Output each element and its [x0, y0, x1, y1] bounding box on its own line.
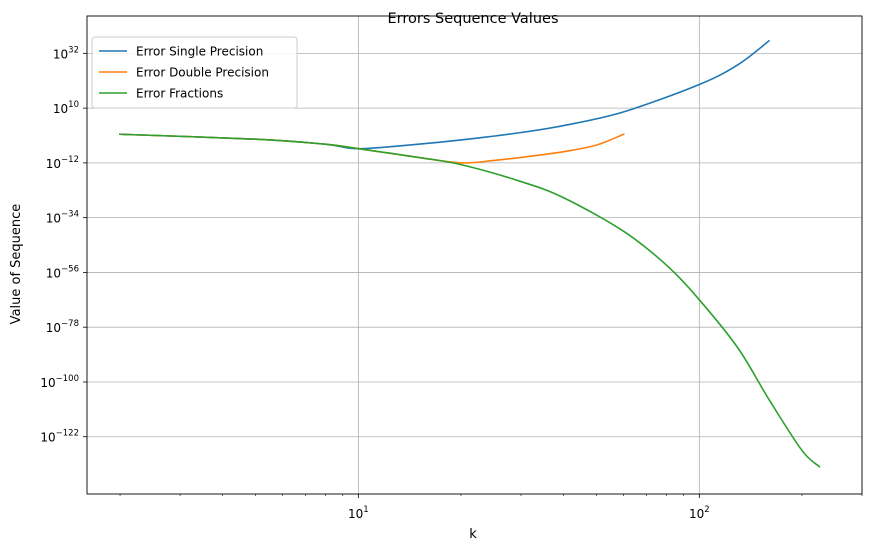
y-tick-label: 10−12 — [46, 155, 79, 171]
y-tick-label: 10−100 — [40, 374, 79, 390]
axis-ticks: 101 102 1032 1010 10−12 10−34 10−56 10−78 10−100… — [40, 45, 863, 521]
y-axis-label: Value of Sequence — [9, 204, 24, 325]
y-tick-label: 10−56 — [46, 264, 79, 280]
series-line-2 — [119, 133, 821, 468]
legend-label-0: Error Single Precision — [136, 45, 263, 59]
y-tick-label: 1032 — [53, 45, 79, 61]
y-tick-label: 1010 — [53, 100, 79, 116]
x-tick-label: 101 — [348, 505, 369, 521]
series-group — [119, 39, 821, 468]
y-tick-label: 10−78 — [46, 319, 79, 335]
x-axis-label: k — [469, 527, 477, 542]
legend-label-2: Error Fractions — [136, 87, 223, 101]
legend-label-1: Error Double Precision — [136, 66, 269, 80]
y-tick-label: 10−34 — [46, 210, 79, 226]
legend: Error Single Precision Error Double Preci… — [91, 36, 298, 109]
chart-title: Errors Sequence Values — [387, 11, 558, 27]
legend-box — [91, 36, 298, 109]
x-tick-label: 102 — [689, 505, 710, 521]
plot-frame — [86, 15, 863, 495]
y-tick-label: 10−122 — [40, 429, 79, 445]
